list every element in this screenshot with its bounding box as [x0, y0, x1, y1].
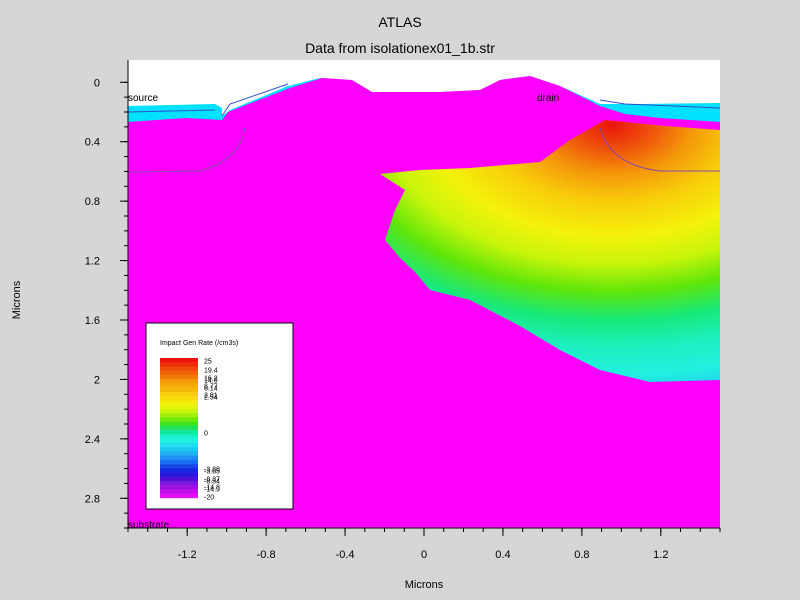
x-tick-label: 0 [421, 549, 427, 561]
legend-swatch [160, 366, 198, 371]
x-tick-label: -0.4 [336, 549, 355, 561]
legend-label: 14.8 [204, 378, 218, 385]
legend-swatch [160, 400, 198, 405]
y-tick-label: 1.2 [85, 256, 100, 268]
legend-swatch [160, 468, 198, 473]
drain-annotation: drain [537, 93, 559, 104]
legend-swatch [160, 391, 198, 397]
legend-swatch [160, 489, 198, 494]
x-ticks: -1.2 -0.8 -0.4 0 0.4 0.8 1.2 [127, 528, 721, 561]
legend-swatch [160, 472, 198, 477]
legend-label: -14.8 [204, 485, 220, 492]
legend-swatch [160, 413, 198, 418]
legend-labels: 25 19.416.214.88.776.142.812.54 0 -3.88-3.6… [204, 359, 220, 502]
y-tick-label: 0 [94, 77, 100, 89]
legend-swatch [160, 447, 198, 452]
legend-swatch [160, 438, 198, 444]
x-tick-label: -1.2 [178, 549, 197, 561]
legend-swatch [160, 374, 198, 380]
legend-swatch [160, 383, 198, 388]
legend-swatch [160, 434, 198, 439]
legend-swatch [160, 408, 198, 414]
legend-label: -8.54 [204, 479, 220, 486]
y-tick-label: 2.8 [85, 493, 100, 505]
legend-swatch [160, 464, 198, 469]
y-tick-label: 2 [94, 374, 100, 386]
legend-swatch [160, 387, 198, 393]
x-tick-label: -0.8 [257, 549, 276, 561]
legend-swatch [160, 493, 198, 499]
legend-swatch [160, 417, 198, 422]
legend-label: 19.4 [204, 368, 218, 375]
x-tick-label: 1.2 [653, 549, 668, 561]
legend-swatch [160, 459, 198, 465]
legend-label: 8.77 [204, 384, 218, 391]
x-tick-label: 0.8 [574, 549, 589, 561]
legend-label: -3.88 [204, 467, 220, 474]
legend-label: 25 [204, 359, 212, 366]
legend-swatch [160, 455, 198, 461]
source-annotation: source [128, 93, 158, 104]
x-axis-label: Microns [405, 579, 444, 591]
legend-label: -8.37 [204, 477, 220, 484]
impact-region [380, 120, 720, 382]
legend-swatch [160, 370, 198, 376]
legend-swatch [160, 485, 198, 490]
legend-scale [160, 358, 198, 499]
chart-subtitle: Data from isolationex01_1b.str [305, 40, 495, 56]
substrate-annotation: substrate [128, 520, 170, 531]
legend-label: -20 [204, 495, 214, 502]
legend-swatch [160, 451, 198, 456]
drain-junction-line [599, 127, 720, 172]
y-tick-label: 0.8 [85, 196, 100, 208]
legend-swatch [160, 425, 198, 431]
legend-label: 2.81 [204, 393, 218, 400]
legend-swatch [160, 404, 198, 410]
y-tick-label: 2.4 [85, 434, 100, 446]
legend-swatch [160, 481, 198, 486]
source-junction-line [128, 127, 246, 173]
legend-label: -14.9 [204, 487, 220, 494]
y-ticks: 0 0.4 0.8 1.2 1.6 2 2.4 2.8 [85, 77, 128, 529]
gate-oxide-line [128, 83, 720, 117]
legend-swatch [160, 396, 198, 401]
legend-title: Impact Gen Rate (/cm3s) [160, 340, 238, 347]
y-tick-label: 0.4 [85, 137, 100, 149]
legend-label: 2.54 [204, 395, 218, 402]
legend-swatch [160, 442, 198, 448]
legend-swatch [160, 430, 198, 435]
chart-title: ATLAS [378, 14, 421, 30]
legend-label: 6.14 [204, 386, 218, 393]
y-axis-label: Microns [11, 280, 23, 319]
legend-label: 0 [204, 431, 208, 438]
legend-swatch [160, 362, 198, 367]
legend: Impact Gen Rate (/cm3s) 25 19.416.214.88.… [145, 322, 294, 510]
legend-swatch [160, 358, 198, 363]
legend-label: 16.2 [204, 376, 218, 383]
legend-label: -3.65 [204, 469, 220, 476]
x-tick-label: 0.4 [495, 549, 510, 561]
legend-swatch [160, 476, 198, 482]
y-tick-label: 1.6 [85, 315, 100, 327]
legend-swatch [160, 379, 198, 384]
legend-swatch [160, 421, 198, 427]
